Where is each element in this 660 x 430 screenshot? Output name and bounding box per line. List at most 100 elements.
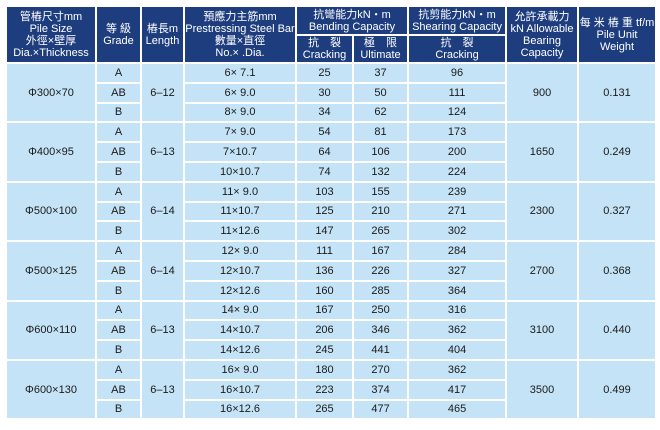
bending-cracking-cell: 30 xyxy=(295,81,354,104)
bending-cracking-cell: 125 xyxy=(295,200,354,223)
bending-cracking-cell: 206 xyxy=(295,319,354,342)
table-row: B 8× 9.0 34 62 124 xyxy=(6,101,656,124)
grade-cell: A xyxy=(95,240,142,262)
bending-ultimate-cell: 441 xyxy=(351,339,410,361)
steel-bar-cell: 11×12.6 xyxy=(183,220,297,243)
bending-cracking-cell: 34 xyxy=(295,101,354,124)
table-row: B 12×12.6 160 285 364 xyxy=(6,279,656,302)
grade-cell: AB xyxy=(95,200,142,223)
bending-ultimate-cell: 346 xyxy=(351,319,410,342)
grade-cell: A xyxy=(95,62,142,84)
unit-weight-cell: 0.327 xyxy=(577,180,658,243)
shearing-cracking-cell: 111 xyxy=(407,81,508,104)
unit-weight-cell: 0.440 xyxy=(577,299,658,361)
steel-bar-cell: 12× 9.0 xyxy=(183,240,297,262)
bending-cracking-cell: 74 xyxy=(295,160,354,183)
bending-cracking-cell: 245 xyxy=(295,339,354,361)
header-steel-bar: 預應力主筋mm Prestressing Steel Bar 數量×直徑 No.× … xyxy=(183,5,297,64)
bending-ultimate-cell: 210 xyxy=(351,200,410,223)
steel-bar-cell: 14×10.7 xyxy=(183,319,297,342)
bearing-capacity-cell: 3100 xyxy=(505,299,580,361)
grade-cell: AB xyxy=(95,81,142,104)
table-row: Φ600×130 A 6–13 16× 9.0 180 270 362 3500 0.499 xyxy=(5,358,658,421)
steel-bar-cell: 11× 9.0 xyxy=(183,180,297,203)
table-row: B 11×12.6 147 265 302 xyxy=(6,220,656,243)
bending-ultimate-cell: 250 xyxy=(351,299,410,322)
grade-cell: B xyxy=(95,101,142,124)
bearing-capacity-cell: 3500 xyxy=(505,358,580,421)
bending-ultimate-cell: 285 xyxy=(351,279,410,302)
steel-bar-cell: 12×12.6 xyxy=(183,279,297,302)
grade-cell: AB xyxy=(95,319,142,342)
shearing-cracking-cell: 362 xyxy=(407,319,508,342)
header-shearing: 抗剪能力kN・m Shearing Capacity xyxy=(407,5,508,36)
grade-cell: B xyxy=(95,279,142,302)
bending-cracking-cell: 167 xyxy=(295,299,354,322)
bearing-capacity-cell: 2700 xyxy=(505,240,580,302)
shearing-cracking-cell: 96 xyxy=(407,62,508,84)
shearing-cracking-cell: 465 xyxy=(407,398,508,421)
bending-cracking-cell: 160 xyxy=(295,279,354,302)
shearing-cracking-cell: 316 xyxy=(407,299,508,322)
length-cell: 6–13 xyxy=(140,299,185,361)
header-weight: 每 米 樁 重 tf/m Pile Unit Weight xyxy=(577,5,658,64)
bending-cracking-cell: 223 xyxy=(295,378,354,401)
bending-ultimate-cell: 477 xyxy=(351,398,410,421)
bending-ultimate-cell: 50 xyxy=(351,81,410,104)
table-row: B 14×12.6 245 441 404 xyxy=(6,339,656,361)
shearing-cracking-cell: 224 xyxy=(407,160,508,183)
grade-cell: AB xyxy=(95,378,142,401)
steel-bar-cell: 16×12.6 xyxy=(183,398,297,421)
shearing-cracking-cell: 364 xyxy=(407,279,508,302)
bending-cracking-cell: 111 xyxy=(295,240,354,262)
table-row: AB 12×10.7 136 226 327 xyxy=(6,259,656,282)
table-row: AB 14×10.7 206 346 362 xyxy=(6,319,656,342)
shearing-cracking-cell: 362 xyxy=(407,358,508,381)
table-row: Φ500×125 A 6–14 12× 9.0 111 167 284 2700 0.368 xyxy=(5,240,658,302)
length-cell: 6–13 xyxy=(140,121,185,183)
shearing-cracking-cell: 239 xyxy=(407,180,508,203)
bearing-capacity-cell: 1650 xyxy=(505,121,580,183)
grade-cell: A xyxy=(95,180,142,203)
grade-cell: A xyxy=(95,121,142,144)
grade-cell: AB xyxy=(95,259,142,282)
steel-bar-cell: 10×10.7 xyxy=(183,160,297,183)
shearing-cracking-cell: 327 xyxy=(407,259,508,282)
header-length: 樁長m Length xyxy=(140,5,185,64)
table-row: Φ300×70 A 6–12 6× 7.1 25 37 96 900 0.131 xyxy=(5,61,658,124)
steel-bar-cell: 8× 9.0 xyxy=(183,101,297,124)
unit-weight-cell: 0.131 xyxy=(577,61,658,124)
table-row: Φ600×110 A 6–13 14× 9.0 167 250 316 3100 0.440 xyxy=(5,299,658,361)
grade-cell: AB xyxy=(95,141,142,163)
bending-ultimate-cell: 62 xyxy=(351,101,410,124)
length-cell: 6–14 xyxy=(140,180,185,243)
table-row: B 10×10.7 74 132 224 xyxy=(6,160,656,183)
pile-size-cell: Φ300×70 xyxy=(5,61,97,124)
table-row: AB 6× 9.0 30 50 111 xyxy=(6,81,656,104)
steel-bar-cell: 14× 9.0 xyxy=(183,299,297,322)
bending-cracking-cell: 54 xyxy=(295,121,354,144)
bending-ultimate-cell: 374 xyxy=(351,378,410,401)
header-pile-size: 管樁尺寸mm Pile Size 外徑×壁厚 Dia.×Thickness xyxy=(5,5,97,64)
bending-cracking-cell: 25 xyxy=(295,62,354,84)
shearing-cracking-cell: 417 xyxy=(407,378,508,401)
shearing-cracking-cell: 302 xyxy=(407,220,508,243)
bending-ultimate-cell: 106 xyxy=(351,141,410,163)
header-bearing: 允許承載力 kN Allowable Bearing Capacity xyxy=(505,5,580,64)
grade-cell: A xyxy=(95,299,142,322)
grade-cell: B xyxy=(95,398,142,421)
pile-size-cell: Φ500×125 xyxy=(5,240,97,302)
header-bending-ultimate: 極 限 Ultimate xyxy=(351,34,410,64)
length-cell: 6–13 xyxy=(140,358,185,421)
header-shearing-cracking: 抗 裂 Cracking xyxy=(407,34,508,64)
shearing-cracking-cell: 284 xyxy=(407,240,508,262)
unit-weight-cell: 0.499 xyxy=(577,358,658,421)
bearing-capacity-cell: 900 xyxy=(505,61,580,124)
pile-size-cell: Φ600×110 xyxy=(5,299,97,361)
shearing-cracking-cell: 173 xyxy=(407,121,508,144)
unit-weight-cell: 0.249 xyxy=(577,121,658,183)
table-row: AB 16×10.7 223 374 417 xyxy=(6,378,656,401)
bearing-capacity-cell: 2300 xyxy=(505,180,580,243)
pile-size-cell: Φ500×100 xyxy=(5,180,97,243)
